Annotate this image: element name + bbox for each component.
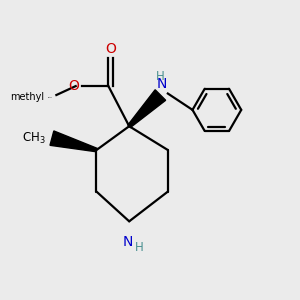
Text: CH$_3$: CH$_3$: [22, 130, 46, 146]
Polygon shape: [50, 131, 97, 152]
Text: O: O: [105, 42, 116, 56]
Text: H: H: [135, 241, 144, 254]
Text: N: N: [122, 235, 133, 249]
Text: O: O: [68, 79, 79, 93]
Text: methyl: methyl: [47, 97, 52, 98]
Text: methyl: methyl: [11, 92, 44, 101]
Polygon shape: [128, 90, 166, 128]
Text: N: N: [157, 76, 167, 91]
Text: H: H: [156, 70, 165, 83]
